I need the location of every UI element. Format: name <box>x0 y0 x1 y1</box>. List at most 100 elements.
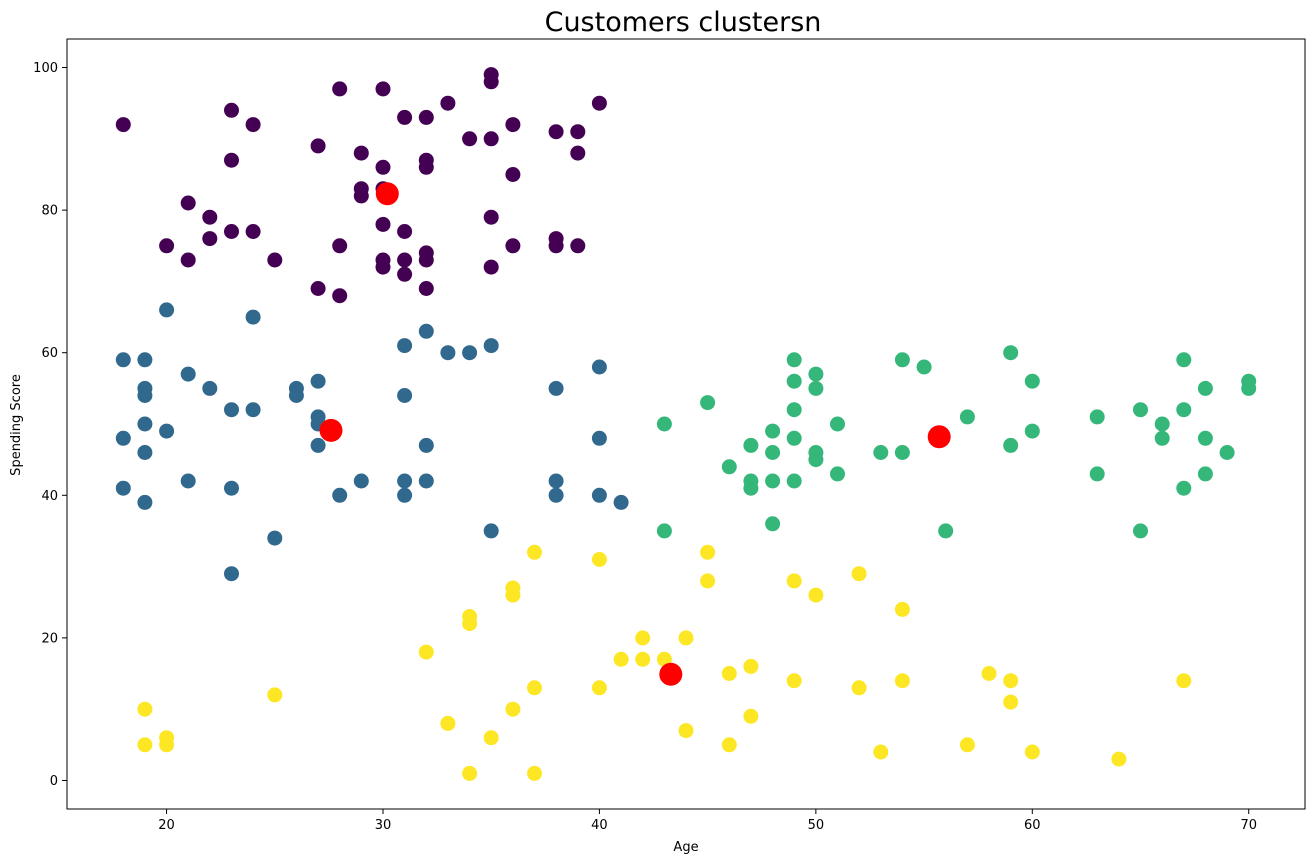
cluster-3-point-40 <box>1176 402 1192 418</box>
x-tick-label-40: 40 <box>591 818 608 833</box>
cluster-4-point-14 <box>505 701 521 717</box>
cluster-4-point-44 <box>1024 744 1040 760</box>
cluster-4-point-32 <box>786 573 802 589</box>
x-axis-label: Age <box>673 840 698 855</box>
cluster-2-point-40 <box>548 380 564 396</box>
cluster-1-point-51 <box>570 145 586 161</box>
cluster-2-point-28 <box>353 473 369 489</box>
cluster-2-point-7 <box>137 416 153 432</box>
cluster-3-point-26 <box>916 359 932 375</box>
cluster-4-point-35 <box>851 566 867 582</box>
y-axis-label: Spending Score <box>9 374 24 476</box>
plot-background <box>67 39 1305 809</box>
cluster-3-point-29 <box>1003 345 1019 361</box>
cluster-3-point-10 <box>765 473 781 489</box>
cluster-4-point-33 <box>786 673 802 689</box>
cluster-4-point-6 <box>418 644 434 660</box>
cluster-4-point-2 <box>137 737 153 753</box>
cluster-1-point-9 <box>224 224 239 239</box>
cluster-3-point-3 <box>700 395 716 411</box>
cluster-4-point-24 <box>678 630 694 646</box>
cluster-3-point-22 <box>830 466 845 482</box>
cluster-1-point-46 <box>505 238 521 254</box>
cluster-2-point-29 <box>397 338 413 354</box>
cluster-1-point-33 <box>418 159 434 175</box>
cluster-3-point-20 <box>808 452 824 468</box>
cluster-3-point-27 <box>938 523 954 539</box>
y-tick-label-60: 60 <box>41 346 58 361</box>
cluster-1-point-30 <box>397 266 413 282</box>
cluster-4-point-30 <box>743 658 759 674</box>
cluster-1-point-22 <box>375 159 391 175</box>
cluster-4-point-13 <box>505 587 521 603</box>
cluster-4-point-22 <box>635 651 651 667</box>
cluster-2-point-30 <box>397 388 413 403</box>
cluster-4-point-39 <box>894 673 910 689</box>
cluster-1-point-5 <box>202 209 218 225</box>
y-tick-label-20: 20 <box>41 631 58 646</box>
cluster-1-point-28 <box>397 224 413 239</box>
cluster-3-point-13 <box>786 373 802 389</box>
cluster-2-point-6 <box>137 388 153 403</box>
cluster-1-point-11 <box>245 224 261 239</box>
cluster-2-point-3 <box>115 480 131 496</box>
cluster-2-point-41 <box>548 473 564 489</box>
cluster-2-point-33 <box>418 323 434 339</box>
cluster-1-point-27 <box>397 109 413 125</box>
cluster-4-point-4 <box>159 737 175 753</box>
cluster-1-point-41 <box>483 131 499 147</box>
cluster-3-point-11 <box>765 516 781 532</box>
y-tick-label-0: 0 <box>50 774 58 789</box>
cluster-1-point-47 <box>548 124 564 140</box>
cluster-2-point-2 <box>115 430 131 446</box>
cluster-2-point-14 <box>202 380 218 396</box>
cluster-1-point-17 <box>332 288 348 304</box>
cluster-1-point-52 <box>570 238 586 254</box>
cluster-1-point-53 <box>591 95 607 111</box>
cluster-3-point-30 <box>1003 437 1019 453</box>
cluster-4-point-36 <box>851 680 867 696</box>
cluster-1-point-37 <box>440 95 456 111</box>
cluster-1-point-20 <box>353 188 369 204</box>
cluster-2-point-11 <box>159 423 175 439</box>
cluster-2-point-32 <box>397 487 413 503</box>
cluster-1-point-8 <box>224 152 239 168</box>
cluster-3-point-36 <box>1133 523 1148 539</box>
centroid-3 <box>927 425 951 449</box>
cluster-3-point-28 <box>959 409 975 425</box>
cluster-3-point-37 <box>1154 416 1170 432</box>
cluster-2-point-38 <box>483 338 499 354</box>
x-tick-label-60: 60 <box>1024 818 1041 833</box>
cluster-1-point-18 <box>353 145 369 161</box>
chart-title: Customers clustersn <box>545 7 822 38</box>
y-tick-label-80: 80 <box>41 204 58 219</box>
cluster-3-point-23 <box>873 445 889 460</box>
cluster-1-point-26 <box>375 259 391 275</box>
cluster-3-point-8 <box>765 423 781 439</box>
cluster-4-point-31 <box>743 708 759 724</box>
cluster-1-point-38 <box>462 131 478 147</box>
cluster-1-point-42 <box>483 209 499 225</box>
cluster-3-point-32 <box>1024 423 1040 439</box>
cluster-1-point-24 <box>375 216 391 232</box>
cluster-2-point-34 <box>418 437 434 453</box>
cluster-3-point-17 <box>808 366 824 382</box>
cluster-4-point-45 <box>1111 751 1127 767</box>
cluster-1-point-44 <box>505 117 521 133</box>
cluster-4-point-34 <box>808 587 824 603</box>
cluster-2-point-8 <box>137 445 153 460</box>
y-tick-label-40: 40 <box>41 489 58 504</box>
cluster-3-point-16 <box>786 473 802 489</box>
cluster-1-point-29 <box>397 252 413 268</box>
cluster-1-point-36 <box>418 281 434 296</box>
cluster-2-point-18 <box>245 309 261 325</box>
centroid-1 <box>375 182 399 206</box>
cluster-3-point-25 <box>894 445 910 460</box>
cluster-2-point-36 <box>440 345 456 361</box>
cluster-2-point-10 <box>159 302 175 318</box>
cluster-4-point-27 <box>700 573 716 589</box>
cluster-2-point-12 <box>180 366 196 382</box>
cluster-2-point-23 <box>310 373 326 389</box>
cluster-2-point-27 <box>332 487 348 503</box>
cluster-2-point-17 <box>224 566 239 582</box>
